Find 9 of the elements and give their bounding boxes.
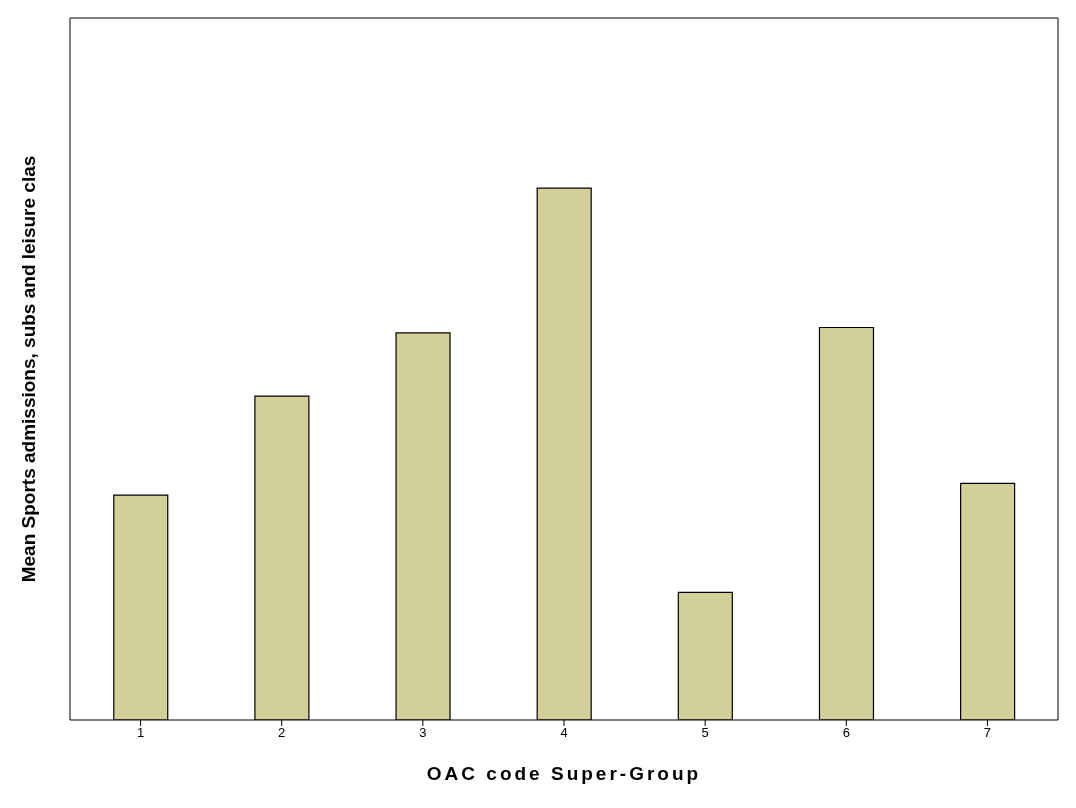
x-axis-title: OAC code Super-Group [426, 763, 702, 784]
x-tick-label: 2 [278, 725, 286, 741]
y-axis-title: Mean Sports admissions, subs and leisure clas [17, 155, 39, 583]
x-tick-label: 5 [701, 725, 709, 741]
x-tick-label: 3 [419, 725, 427, 741]
x-tick-label: 4 [560, 725, 568, 741]
x-tick-label: 6 [842, 725, 850, 741]
x-tick-label: 1 [136, 725, 145, 741]
x-tick-label: 7 [983, 725, 992, 741]
